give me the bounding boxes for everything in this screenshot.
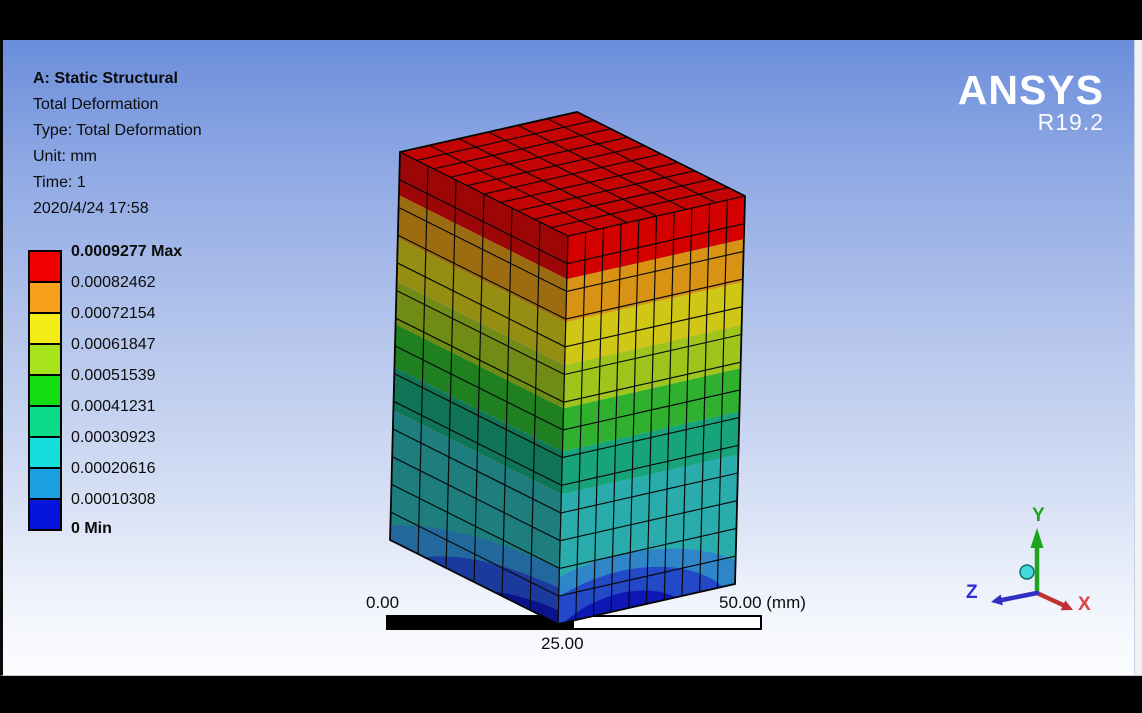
legend-label-max: 0.0009277 Max xyxy=(71,243,183,260)
analysis-system-title: A: Static Structural xyxy=(33,70,178,87)
legend-label: 0.00072154 xyxy=(71,305,156,322)
scale-label-start: 0.00 xyxy=(366,593,400,612)
graphics-viewport[interactable]: A: Static Structural Total Deformation T… xyxy=(0,40,1142,676)
legend-swatch xyxy=(30,283,60,312)
scale-label-mid: 25.00 xyxy=(541,634,584,653)
legend-swatch xyxy=(30,500,60,529)
result-unit: Unit: mm xyxy=(33,148,97,165)
result-name: Total Deformation xyxy=(33,96,159,113)
legend-label: 0.00082462 xyxy=(71,274,156,291)
result-type: Type: Total Deformation xyxy=(33,122,202,139)
ansys-logo-name: ANSYS xyxy=(957,67,1104,113)
ansys-logo: ANSYS R19.2 xyxy=(957,67,1104,135)
scale-ruler xyxy=(386,615,762,630)
legend-swatch xyxy=(30,376,60,405)
legend-swatch xyxy=(30,407,60,436)
ansys-logo-release: R19.2 xyxy=(1037,109,1104,135)
legend-label-min: 0 Min xyxy=(71,520,112,537)
legend-label: 0.00061847 xyxy=(71,336,156,353)
result-time: Time: 1 xyxy=(33,174,86,191)
result-timestamp: 2020/4/24 17:58 xyxy=(33,200,149,217)
scale-ruler-black-half xyxy=(388,617,574,628)
legend-label: 0.00051539 xyxy=(71,367,156,384)
result-annotation-block: A: Static Structural Total Deformation T… xyxy=(33,66,202,222)
legend-swatch xyxy=(30,438,60,467)
legend-label: 0.00030923 xyxy=(71,429,156,446)
scale-label-end: 50.00 (mm) xyxy=(719,593,806,612)
contour-legend-bar xyxy=(28,250,62,531)
legend-label: 0.00041231 xyxy=(71,398,156,415)
viewport-right-edge xyxy=(1134,40,1142,675)
legend-swatch xyxy=(30,469,60,498)
legend-swatch xyxy=(30,314,60,343)
legend-swatch xyxy=(30,345,60,374)
legend-label: 0.00020616 xyxy=(71,460,156,477)
legend-label: 0.00010308 xyxy=(71,491,156,508)
legend-swatch xyxy=(30,252,60,281)
